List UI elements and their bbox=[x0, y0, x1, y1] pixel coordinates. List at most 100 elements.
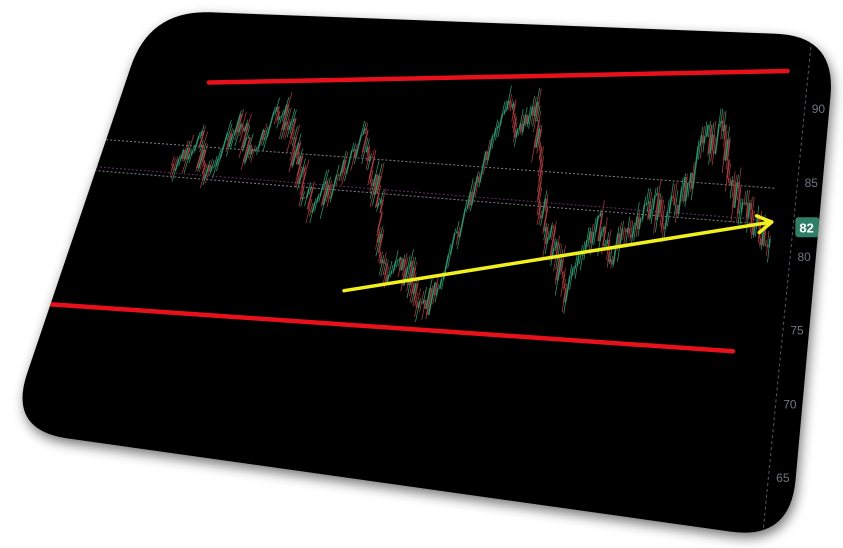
trendline-line bbox=[342, 220, 774, 293]
lower-channel-line bbox=[22, 298, 736, 354]
candle-body bbox=[768, 239, 771, 248]
candle-body bbox=[355, 134, 363, 158]
candle-body bbox=[537, 204, 542, 216]
candle-body bbox=[456, 231, 460, 238]
candle-body bbox=[292, 118, 295, 123]
candle-body bbox=[372, 174, 379, 195]
candle-body bbox=[242, 127, 245, 132]
candle-body bbox=[345, 150, 353, 174]
candle-body bbox=[288, 121, 293, 130]
candle-body bbox=[301, 172, 307, 188]
candle-body bbox=[747, 202, 751, 218]
candle-body bbox=[726, 160, 730, 179]
candle-body bbox=[275, 106, 278, 112]
candle-body bbox=[238, 123, 242, 133]
candle-body bbox=[525, 115, 529, 125]
candle-body bbox=[415, 302, 419, 308]
candle-body bbox=[353, 148, 357, 158]
candle-body bbox=[599, 212, 602, 217]
candle-body bbox=[181, 149, 187, 160]
candle-body bbox=[261, 129, 266, 140]
candle-body bbox=[503, 109, 506, 115]
candle-body bbox=[292, 137, 298, 151]
candle-body bbox=[533, 101, 538, 116]
candle-wick bbox=[414, 292, 419, 307]
candle-body bbox=[677, 187, 683, 214]
level-line-0 bbox=[22, 131, 776, 189]
candle-wick bbox=[673, 190, 679, 216]
candle-wick bbox=[737, 197, 742, 225]
candle-body bbox=[759, 238, 762, 246]
candle-body bbox=[297, 155, 302, 165]
candle-wick bbox=[382, 257, 388, 276]
candle-body bbox=[673, 198, 676, 206]
candle-wick bbox=[305, 198, 313, 224]
candle-body bbox=[750, 203, 753, 211]
candle-body bbox=[241, 123, 244, 128]
candle-body bbox=[361, 130, 369, 153]
candle-body bbox=[282, 121, 287, 131]
candle-body bbox=[378, 233, 382, 243]
candle-body bbox=[209, 166, 213, 172]
candles bbox=[169, 85, 771, 322]
candle-body bbox=[200, 144, 203, 148]
candle-body bbox=[560, 259, 564, 272]
candle-body bbox=[626, 227, 629, 233]
candle-body bbox=[652, 195, 656, 210]
candle-body bbox=[740, 202, 744, 213]
candle-body bbox=[499, 113, 504, 127]
candle-body bbox=[376, 202, 380, 208]
candle-body bbox=[433, 282, 438, 296]
candle-body bbox=[449, 232, 456, 256]
candle-body bbox=[242, 137, 248, 149]
candle-body bbox=[311, 201, 316, 213]
candle-body bbox=[701, 135, 705, 144]
candle-body bbox=[721, 120, 724, 132]
y-tick-label: 90 bbox=[812, 102, 826, 116]
candle-body bbox=[372, 174, 377, 187]
candle-body bbox=[591, 231, 595, 244]
candle-body bbox=[576, 255, 580, 267]
candle-body bbox=[339, 159, 345, 177]
candle-body bbox=[546, 237, 549, 244]
candle-body bbox=[508, 100, 512, 105]
candle-wick bbox=[239, 111, 247, 137]
candle-body bbox=[197, 149, 205, 169]
candle-body bbox=[326, 185, 332, 198]
candle-wick bbox=[543, 222, 548, 241]
candle-body bbox=[530, 106, 534, 116]
candle-body bbox=[752, 225, 756, 236]
candle-body bbox=[412, 283, 417, 295]
candle-body bbox=[722, 125, 726, 132]
candle-wick bbox=[708, 120, 711, 138]
candle-body bbox=[390, 270, 393, 275]
candle-body bbox=[691, 145, 700, 189]
candle-wick bbox=[659, 199, 665, 227]
candle-body bbox=[263, 137, 266, 140]
y-tick-label: 75 bbox=[790, 324, 804, 338]
candle-body bbox=[254, 148, 258, 152]
candle-body bbox=[200, 130, 204, 136]
candle-body bbox=[762, 230, 767, 246]
candle-body bbox=[684, 182, 689, 202]
candle-body bbox=[185, 147, 191, 160]
candle-body bbox=[526, 115, 531, 125]
candle-body bbox=[602, 226, 605, 232]
candle-wick bbox=[550, 224, 555, 240]
candle-wick bbox=[371, 149, 375, 159]
candle-body bbox=[562, 273, 566, 284]
candle-body bbox=[562, 288, 567, 303]
candle-body bbox=[682, 177, 688, 202]
candle-wick bbox=[573, 253, 578, 276]
candle-wick bbox=[731, 171, 736, 199]
candle-body bbox=[198, 130, 205, 148]
candle-wick bbox=[226, 123, 233, 141]
candle-body bbox=[544, 227, 547, 232]
y-tick-label: 85 bbox=[805, 176, 819, 190]
candle-body bbox=[597, 212, 604, 242]
candle-wick bbox=[341, 166, 347, 186]
candle-body bbox=[699, 135, 703, 147]
candle-wick bbox=[765, 231, 770, 256]
candle-body bbox=[382, 259, 386, 265]
candle-body bbox=[724, 139, 729, 161]
